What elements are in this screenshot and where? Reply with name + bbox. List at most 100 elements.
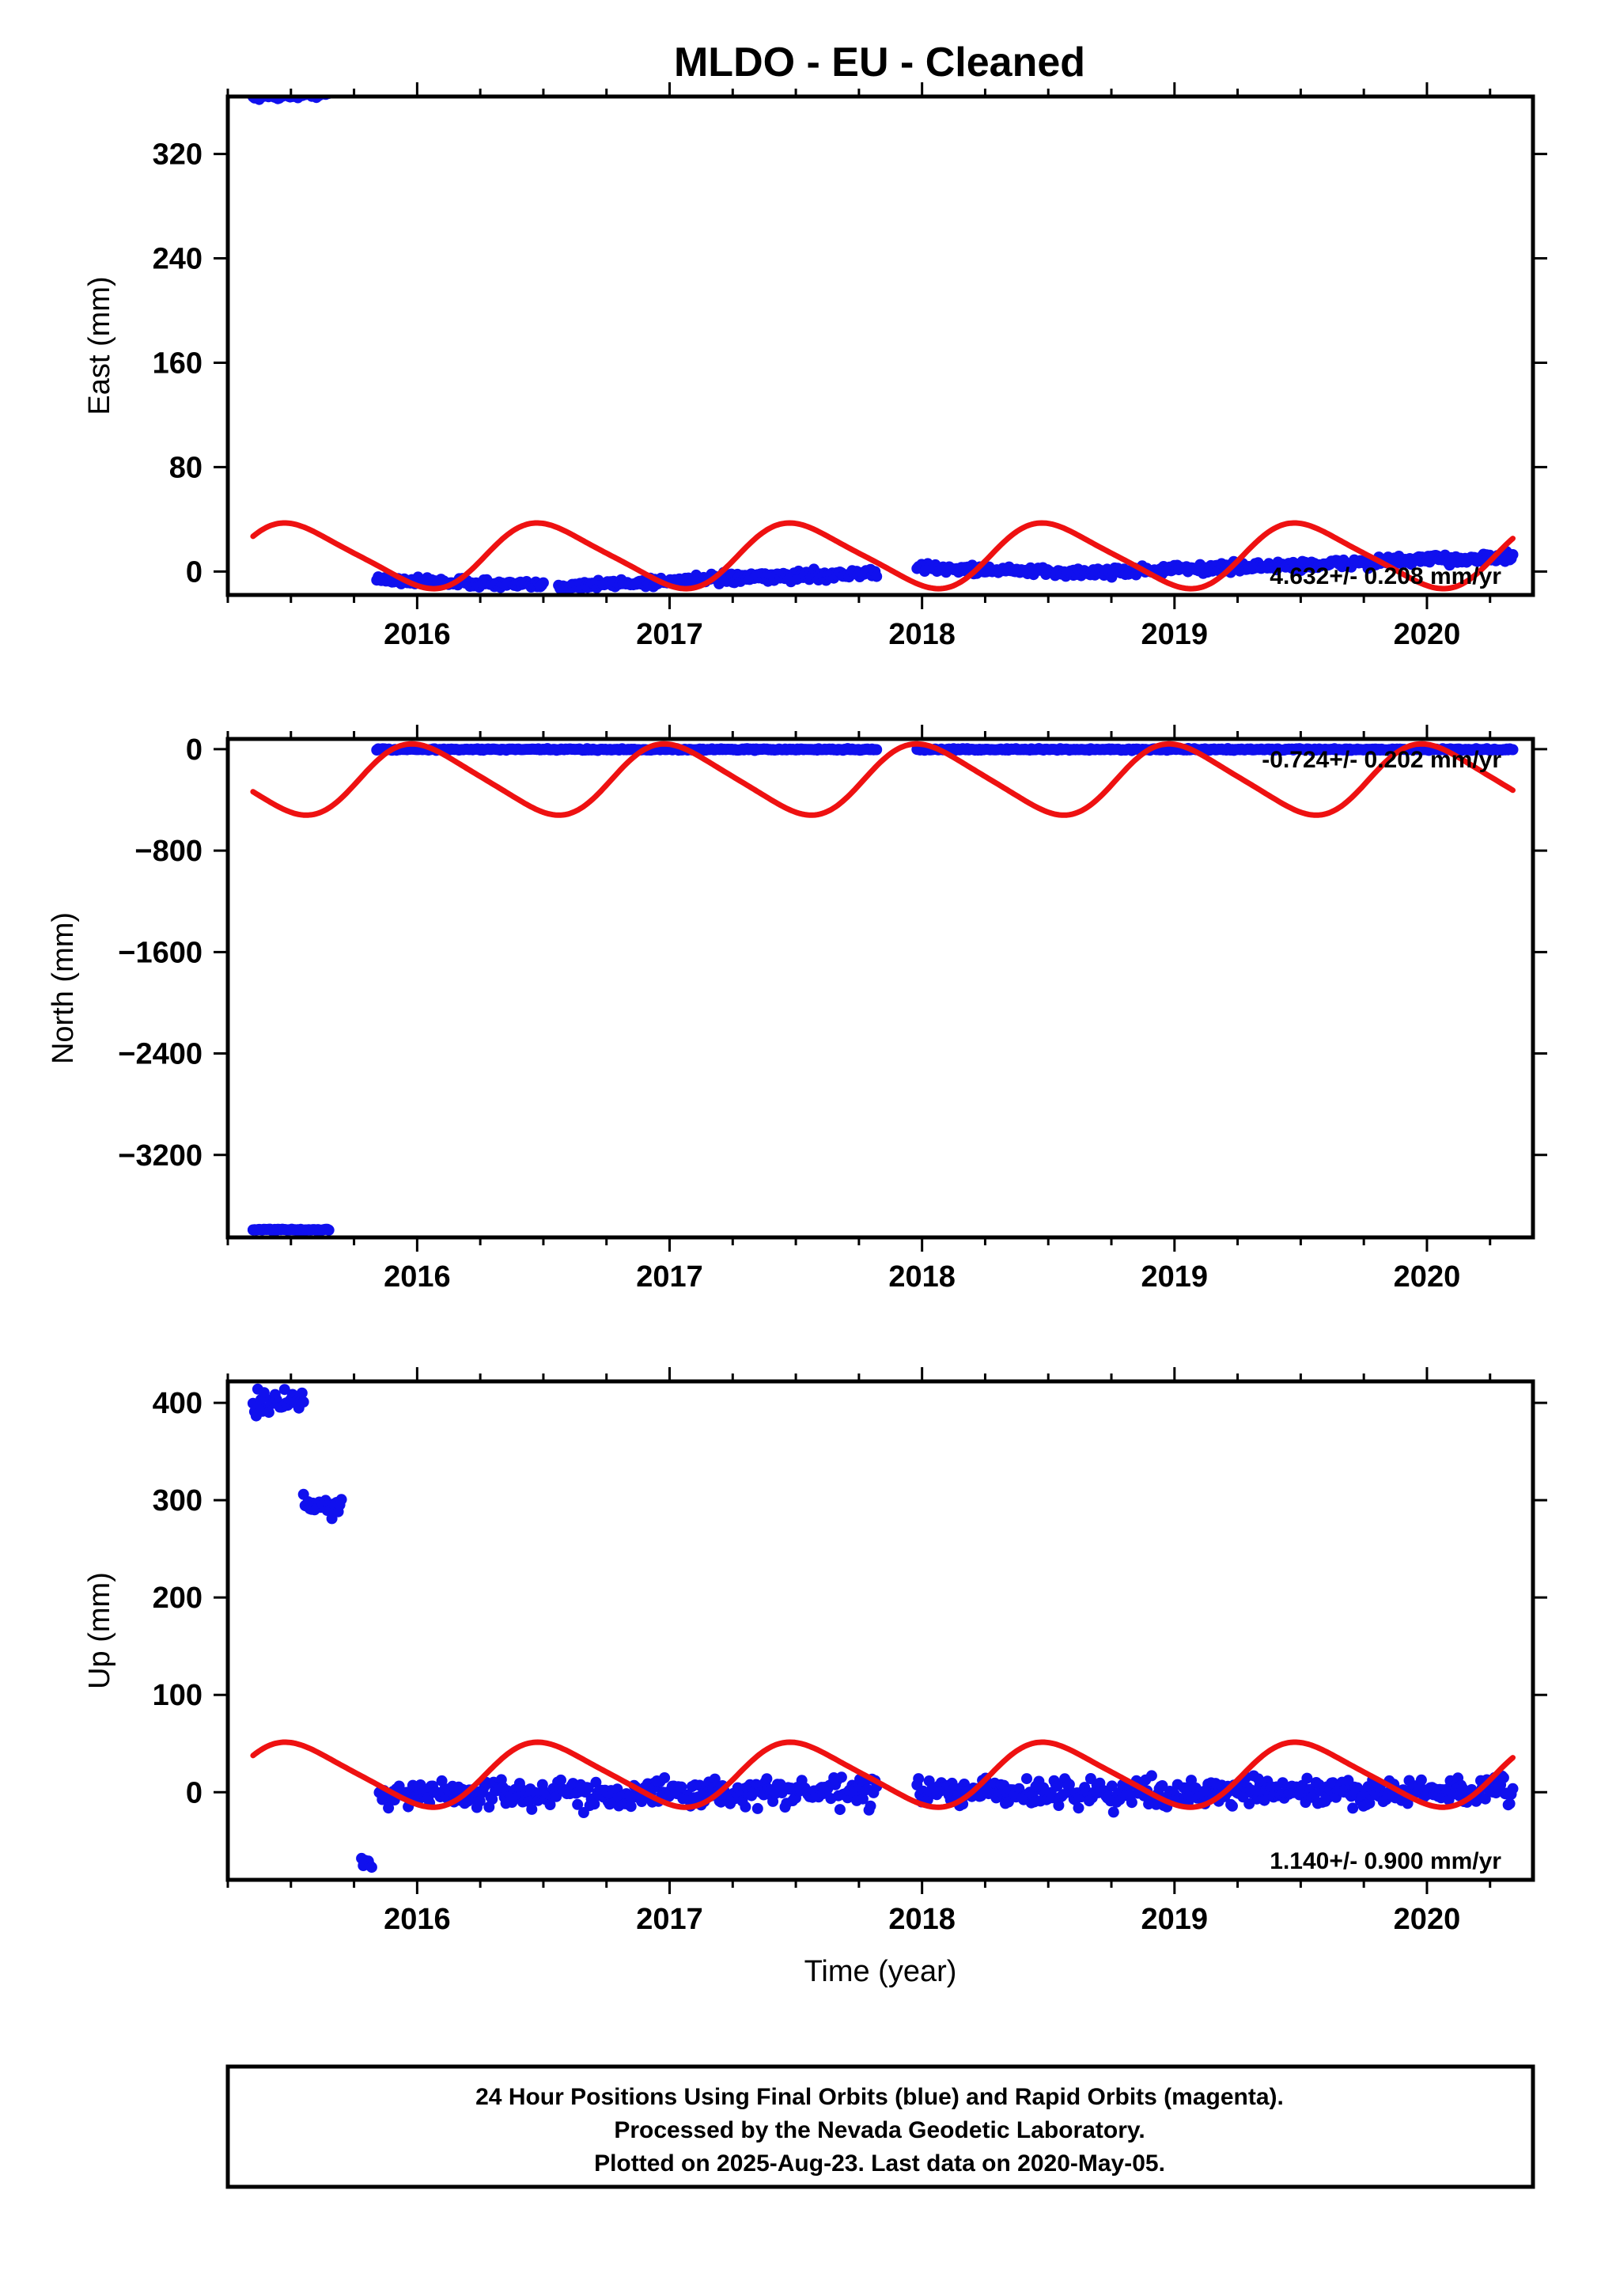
- data-point: [1156, 1780, 1168, 1791]
- data-point: [1504, 1798, 1516, 1809]
- data-point: [1507, 1783, 1519, 1794]
- x-tick-label: 2018: [888, 618, 956, 651]
- rate-label: -0.724+/- 0.202 mm/yr: [1262, 747, 1501, 773]
- data-point: [365, 1862, 377, 1874]
- y-tick-label: −2400: [118, 1038, 202, 1071]
- data-point: [537, 577, 549, 589]
- x-tick-label: 2020: [1394, 618, 1461, 651]
- x-tick-label: 2019: [1141, 1260, 1209, 1294]
- data-point: [1145, 1770, 1157, 1782]
- x-tick-label: 2017: [636, 1903, 703, 1936]
- data-point: [263, 1407, 274, 1419]
- data-point: [278, 1384, 290, 1396]
- chart-title: MLDO - EU - Cleaned: [674, 40, 1085, 85]
- data-point: [1107, 1806, 1119, 1818]
- data-point: [1126, 1797, 1137, 1809]
- x-tick-label: 2016: [384, 1260, 451, 1294]
- y-axis-label: Up (mm): [83, 1572, 116, 1689]
- data-point: [740, 1801, 751, 1813]
- data-point: [486, 1794, 498, 1805]
- north-panel: 2016 2017 2018 2019 2020 0 −800 −1600 −2400 −3200…: [47, 725, 1547, 1294]
- y-tick-label: 100: [153, 1679, 202, 1712]
- plot-frame: [225, 94, 1535, 597]
- data-point: [751, 1802, 763, 1814]
- data-point: [1301, 1772, 1313, 1784]
- y-tick-label: −800: [134, 835, 202, 868]
- y-tick-label: 200: [153, 1582, 202, 1615]
- x-tick-label: 2016: [384, 1903, 451, 1936]
- y-tick-label: 300: [153, 1484, 202, 1517]
- data-point: [582, 1782, 594, 1794]
- x-tick-label: 2019: [1141, 1903, 1209, 1936]
- footnote-line-2: Processed by the Nevada Geodetic Laborat…: [614, 2117, 1145, 2143]
- x-tick-label: 2017: [636, 1260, 703, 1294]
- data-point: [871, 744, 883, 756]
- data-point: [258, 1387, 270, 1399]
- data-point: [1053, 1800, 1065, 1811]
- y-tick-label: 80: [169, 451, 202, 484]
- y-tick-label: 160: [153, 347, 202, 380]
- data-point: [589, 1798, 600, 1810]
- x-axis-label: Time (year): [804, 1955, 957, 1988]
- data-point: [625, 1801, 637, 1813]
- x-tick-label: 2018: [888, 1260, 956, 1294]
- data-point: [544, 1799, 556, 1810]
- data-point: [1051, 1780, 1063, 1792]
- x-tick-label: 2016: [384, 618, 451, 651]
- position-points: [247, 1383, 1519, 1874]
- data-point: [1073, 1802, 1084, 1814]
- y-tick-label: 0: [186, 1776, 202, 1809]
- model-curve: [250, 741, 1516, 818]
- data-point: [1402, 1798, 1414, 1809]
- data-point: [676, 1781, 687, 1793]
- y-tick-label: 320: [153, 138, 202, 172]
- x-tick-label: 2018: [888, 1903, 956, 1936]
- data-point: [1507, 549, 1519, 560]
- footnote-line-3: Plotted on 2025-Aug-23. Last data on 202…: [594, 2150, 1165, 2177]
- data-point: [323, 1224, 335, 1236]
- rate-label: 4.632+/- 0.208 mm/yr: [1270, 563, 1501, 589]
- position-points: [247, 97, 1519, 595]
- model-curve: [250, 1739, 1516, 1810]
- x-tick-label: 2020: [1394, 1903, 1461, 1936]
- data-point: [1347, 1802, 1359, 1814]
- data-point: [590, 1776, 602, 1788]
- rate-label: 1.140+/- 0.900 mm/yr: [1270, 1848, 1501, 1874]
- data-point: [913, 1773, 925, 1785]
- y-tick-label: −3200: [118, 1139, 202, 1173]
- data-point: [835, 1771, 847, 1783]
- data-point: [572, 1798, 584, 1810]
- position-points: [247, 743, 1519, 1237]
- data-point: [555, 1774, 566, 1786]
- data-point: [296, 1387, 308, 1399]
- model-curve: [250, 520, 1516, 592]
- up-panel: 2016 2017 2018 2019 2020 0 100 200 300 400 1.140+/…: [83, 1367, 1547, 1988]
- data-point: [1021, 1773, 1032, 1785]
- y-axis-label: North (mm): [47, 912, 80, 1064]
- plot-frame: [225, 737, 1535, 1240]
- data-point: [383, 1802, 395, 1814]
- data-point: [865, 1800, 876, 1812]
- data-point: [761, 1773, 773, 1785]
- y-tick-label: 0: [186, 733, 202, 767]
- data-point: [1415, 1774, 1427, 1786]
- data-point: [297, 1396, 309, 1408]
- y-tick-label: 400: [153, 1387, 202, 1420]
- x-tick-label: 2017: [636, 618, 703, 651]
- data-point: [1063, 1779, 1075, 1790]
- y-tick-label: 0: [186, 555, 202, 589]
- plot-frame: [225, 1379, 1535, 1882]
- data-point: [526, 1803, 538, 1815]
- data-point: [1507, 744, 1519, 756]
- data-point: [1497, 1771, 1509, 1783]
- data-point: [1106, 1780, 1118, 1792]
- data-point: [834, 1804, 846, 1816]
- x-tick-label: 2020: [1394, 1260, 1461, 1294]
- data-point: [659, 1772, 671, 1783]
- y-tick-label: 240: [153, 243, 202, 276]
- footnote-line-1: 24 Hour Positions Using Final Orbits (bl…: [475, 2084, 1284, 2110]
- data-point: [871, 570, 883, 582]
- footnote-box: 24 Hour Positions Using Final Orbits (bl…: [225, 2064, 1535, 2189]
- east-panel: 2016 2017 2018 2019 2020 0 80 160 240 320 4.632+/-…: [83, 82, 1547, 651]
